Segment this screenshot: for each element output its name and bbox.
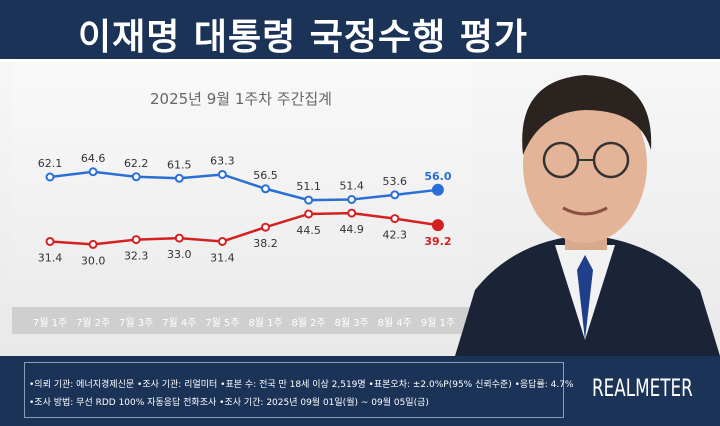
data-label: 32.3 [124,250,149,263]
data-label: 51.1 [296,180,321,193]
survey-info-box: •의뢰 기관: 에너지경제신문 •조사 기관: 리얼미터 •표본 수: 전국 만… [24,362,573,418]
data-label: 62.1 [38,157,63,170]
series-line [49,211,439,246]
data-label: 39.2 [424,235,451,248]
data-label: 30.0 [81,254,106,267]
chart-subtitle: 2025년 9월 1주차 주간집계 [150,90,332,108]
president-photo [455,75,720,356]
survey-info-line2: •조사 방법: 무선 RDD 100% 자동응답 전화조사 •조사 기간: 20… [29,398,429,408]
data-label: 64.6 [81,152,106,165]
data-label: 44.9 [339,223,364,236]
title-banner: 이재명 대통령 국정수행 평가 [0,0,720,62]
data-label: 61.5 [167,158,192,171]
data-label: 62.2 [124,157,149,170]
series-line [49,170,439,202]
x-tick-label: 7월 5주 [205,317,239,329]
survey-info-line1: •의뢰 기관: 에너지경제신문 •조사 기관: 리얼미터 •표본 수: 전국 만… [29,380,574,390]
data-label: 51.4 [339,179,364,192]
x-tick-label: 8월 3주 [335,317,369,329]
x-tick-label: 7월 3주 [119,317,153,329]
x-tick-label: 8월 4주 [378,317,412,329]
data-point [88,167,98,177]
data-point [347,208,357,218]
data-label: 56.5 [253,169,278,182]
plot-area [12,62,472,307]
x-tick-label: 7월 1주 [33,317,67,329]
data-label: 31.4 [210,251,235,264]
data-point [217,169,227,179]
data-label: 53.6 [383,175,408,188]
x-tick-label: 8월 1주 [248,317,282,329]
data-label: 31.4 [38,251,63,264]
x-tick-label: 7월 4주 [162,317,196,329]
realmeter-logo: REALMETER [592,374,693,402]
data-label: 56.0 [424,170,451,183]
data-point [88,239,98,249]
data-point [131,235,141,245]
data-point [431,183,444,196]
data-point [431,219,444,232]
data-label: 42.3 [383,229,408,242]
x-tick-label: 7월 2주 [76,317,110,329]
data-point [45,236,55,246]
data-point [217,236,227,246]
data-label: 44.5 [296,224,321,237]
data-point [304,195,314,205]
footer: •의뢰 기관: 에너지경제신문 •조사 기관: 리얼미터 •표본 수: 전국 만… [0,356,720,426]
page-title: 이재명 대통령 국정수행 평가 [78,17,529,58]
data-label: 33.0 [167,248,192,261]
data-point [390,190,400,200]
data-point [131,172,141,182]
x-axis-band [12,307,472,334]
data-label: 38.2 [253,237,278,250]
data-point [45,172,55,182]
x-tick-label: 8월 2주 [291,317,325,329]
x-tick-label: 9월 1주 [421,317,455,329]
data-point [347,194,357,204]
data-point [174,233,184,243]
data-point [390,214,400,224]
data-point [304,209,314,219]
data-point [261,184,270,194]
data-point [174,173,184,183]
data-point [261,222,270,232]
data-label: 63.3 [210,154,235,167]
